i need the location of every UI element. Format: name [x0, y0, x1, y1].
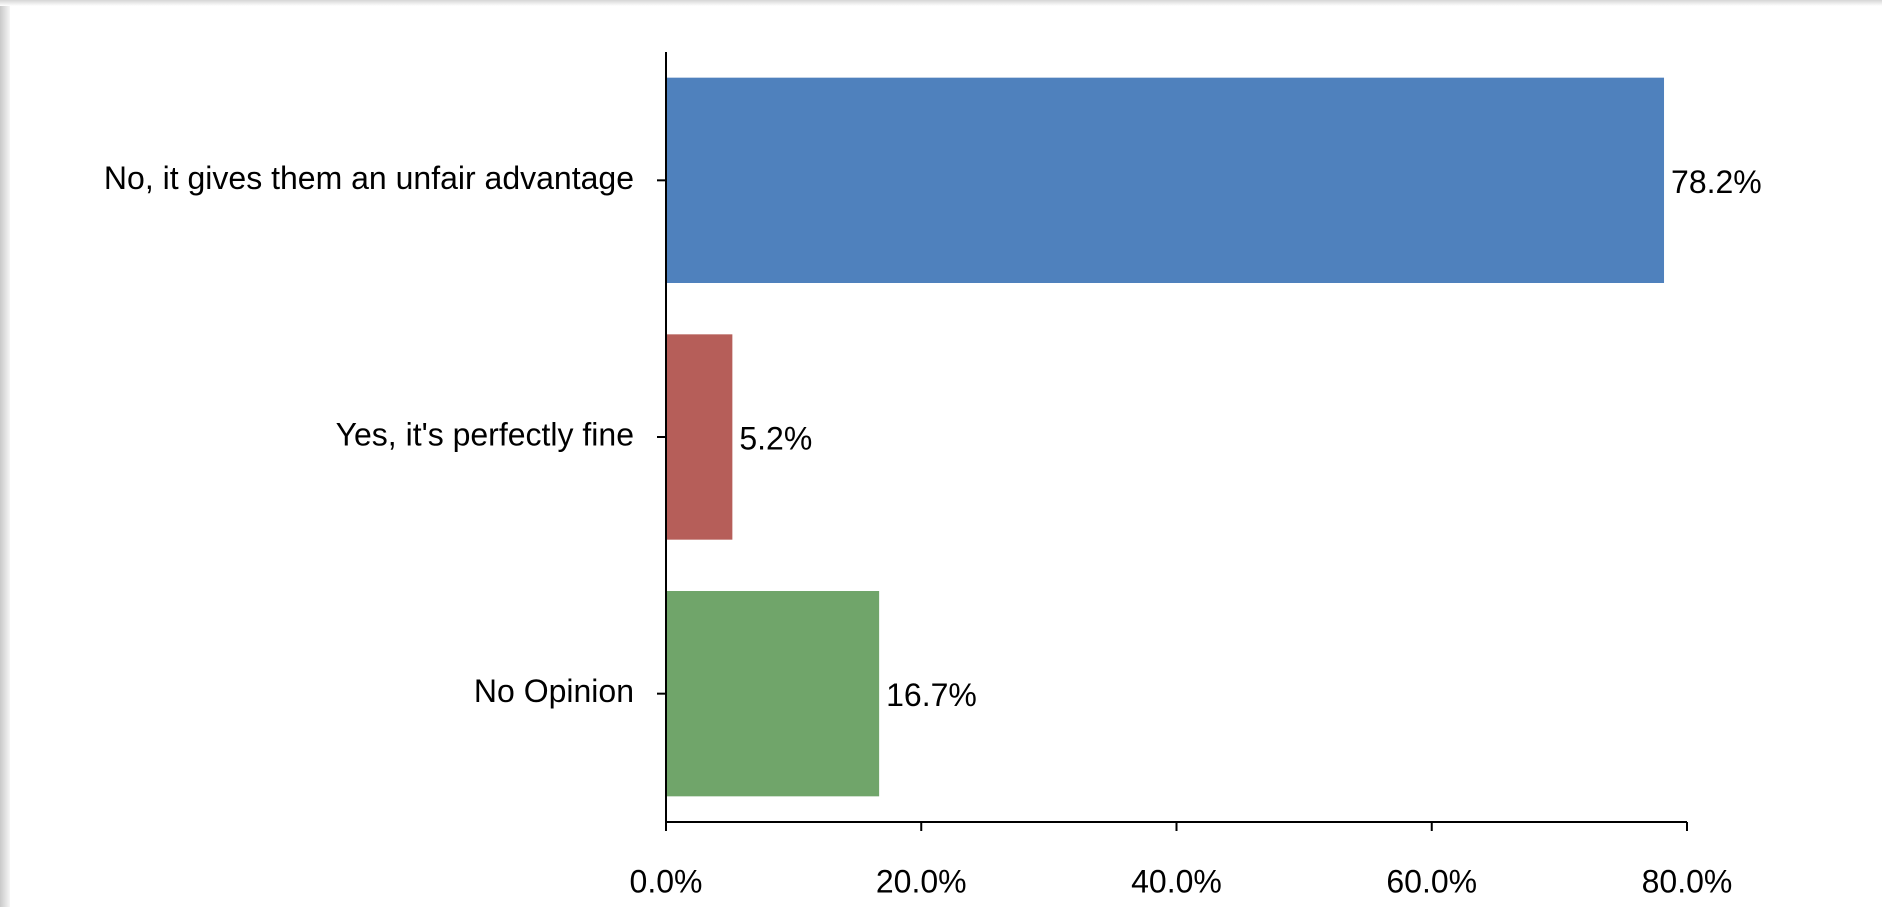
value-label-3: 16.7% [886, 677, 977, 713]
bar-1 [666, 77, 1665, 284]
x-tick-label-2: 20.0% [876, 863, 967, 899]
category-label-2: Yes, it's perfectly fine [336, 416, 634, 452]
value-label-2: 5.2% [739, 420, 812, 456]
bar-2 [666, 334, 733, 540]
x-tick-label-5: 80.0% [1642, 863, 1733, 899]
category-label-3: No Opinion [474, 673, 634, 709]
x-tick-label-3: 40.0% [1131, 863, 1222, 899]
x-tick-label-1: 0.0% [630, 863, 703, 899]
labels-layer: No, it gives them an unfair advantage 78.… [104, 160, 1762, 900]
bar-3 [666, 591, 880, 797]
category-label-1: No, it gives them an unfair advantage [104, 160, 634, 196]
value-label-1: 78.2% [1671, 164, 1762, 200]
screenshot-frame-top [0, 0, 1882, 6]
axes-layer [657, 52, 1688, 831]
bars-layer [666, 77, 1665, 797]
x-tick-label-4: 60.0% [1386, 863, 1477, 899]
